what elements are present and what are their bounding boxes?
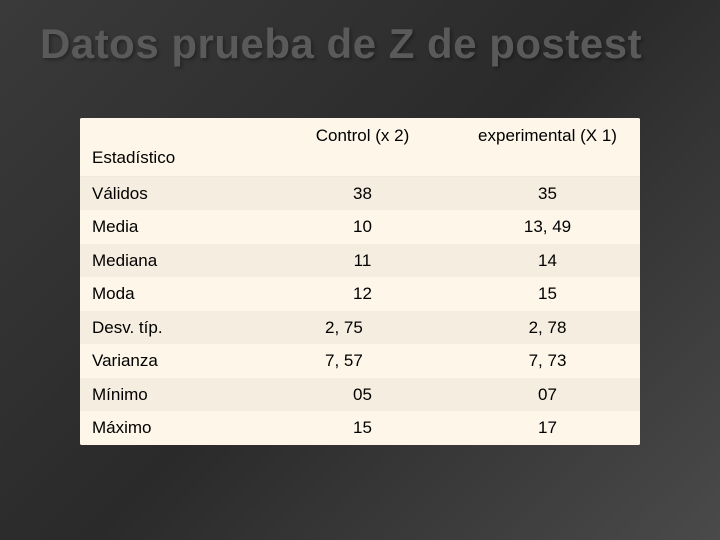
table-row: Máximo1517 — [80, 411, 640, 445]
cell-experimental: 13, 49 — [455, 210, 640, 244]
cell-experimental: 7, 73 — [455, 344, 640, 378]
cell-label: Mínimo — [80, 378, 270, 412]
stats-table-container: Estadístico Control (x 2) experimental (… — [80, 118, 640, 445]
table-row: Mínimo0507 — [80, 378, 640, 412]
cell-experimental: 14 — [455, 244, 640, 278]
cell-label: Máximo — [80, 411, 270, 445]
cell-label: Media — [80, 210, 270, 244]
table-header-row: Estadístico Control (x 2) experimental (… — [80, 118, 640, 176]
cell-label: Varianza — [80, 344, 270, 378]
cell-control: 11 — [270, 244, 455, 278]
cell-control: 12 — [270, 277, 455, 311]
cell-experimental: 35 — [455, 176, 640, 210]
header-experimental: experimental (X 1) — [455, 118, 640, 176]
cell-control: 38 — [270, 176, 455, 210]
table-row: Media1013, 49 — [80, 210, 640, 244]
cell-control: 7, 57 — [270, 344, 455, 378]
slide-container: Datos prueba de Z de postest Estadístico… — [0, 0, 720, 540]
cell-control: 2, 75 — [270, 311, 455, 345]
slide-title: Datos prueba de Z de postest — [40, 20, 680, 68]
cell-label: Válidos — [80, 176, 270, 210]
table-row: Desv. típ.2, 752, 78 — [80, 311, 640, 345]
header-control: Control (x 2) — [270, 118, 455, 176]
cell-control: 05 — [270, 378, 455, 412]
cell-experimental: 07 — [455, 378, 640, 412]
cell-control: 15 — [270, 411, 455, 445]
table-body: Válidos3835Media1013, 49Mediana1114Moda1… — [80, 176, 640, 445]
cell-experimental: 17 — [455, 411, 640, 445]
table-row: Válidos3835 — [80, 176, 640, 210]
stats-table: Estadístico Control (x 2) experimental (… — [80, 118, 640, 445]
table-row: Varianza7, 577, 73 — [80, 344, 640, 378]
cell-label: Desv. típ. — [80, 311, 270, 345]
table-row: Moda1215 — [80, 277, 640, 311]
table-row: Mediana1114 — [80, 244, 640, 278]
cell-label: Mediana — [80, 244, 270, 278]
cell-experimental: 2, 78 — [455, 311, 640, 345]
header-statistic: Estadístico — [80, 118, 270, 176]
cell-label: Moda — [80, 277, 270, 311]
cell-experimental: 15 — [455, 277, 640, 311]
cell-control: 10 — [270, 210, 455, 244]
